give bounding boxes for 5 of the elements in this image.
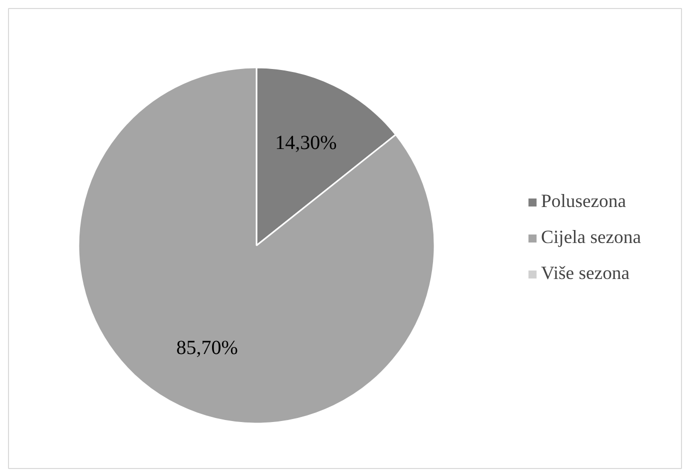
legend-label: Više sezona — [541, 263, 630, 285]
data-label: 14,30% — [275, 132, 337, 154]
legend-label: Polusezona — [541, 191, 626, 213]
data-label: 85,70% — [176, 337, 238, 360]
legend-label: Cijela sezona — [541, 227, 641, 249]
